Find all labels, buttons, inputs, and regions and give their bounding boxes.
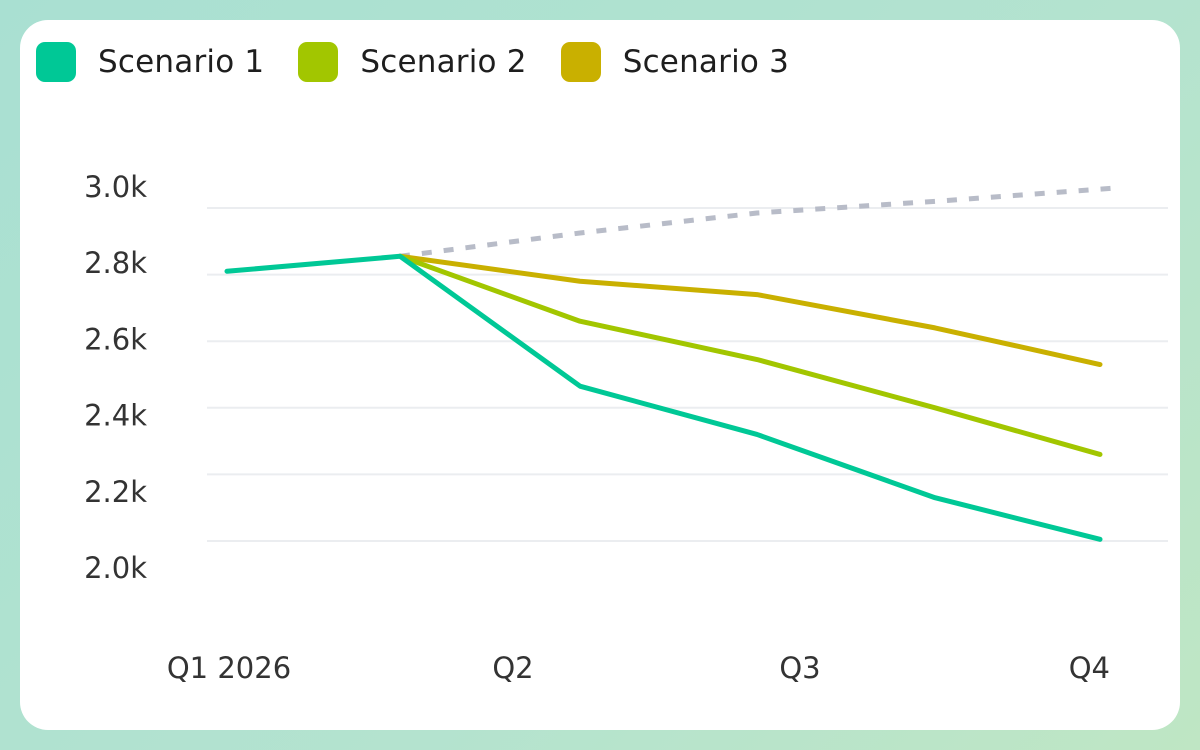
y-tick-label: 2.6k [84,322,147,356]
x-tick-label: Q1 2026 [167,651,291,685]
series-line-scenario-2 [397,253,1103,457]
series-line-scenario-1 [224,253,1103,542]
x-tick-label: Q2 [492,651,533,685]
legend-swatch [298,42,339,82]
y-tick-label: 3.0k [84,170,147,204]
y-tick-label: 2.8k [84,246,147,280]
series-line-scenario-3 [397,253,1103,368]
legend-label: Scenario 3 [622,44,790,80]
legend-label: Scenario 2 [360,44,527,80]
legend-item-scenario-3[interactable]: Scenario 3 [560,42,790,82]
legend: Scenario 1 Scenario 2 Scenario 3 [36,42,823,82]
legend-label: Scenario 1 [98,44,265,80]
chart-card [20,20,1180,730]
legend-item-scenario-2[interactable]: Scenario 2 [298,42,526,82]
legend-swatch [36,42,76,82]
x-tick-label: Q4 [1069,651,1110,685]
y-tick-label: 2.0k [84,551,147,585]
series-line-dashed [399,185,1116,259]
y-tick-label: 2.2k [84,475,147,509]
legend-item-scenario-1[interactable]: Scenario 1 [36,42,264,82]
y-tick-label: 2.4k [84,399,147,433]
legend-swatch [560,42,601,82]
x-tick-label: Q3 [779,651,820,685]
